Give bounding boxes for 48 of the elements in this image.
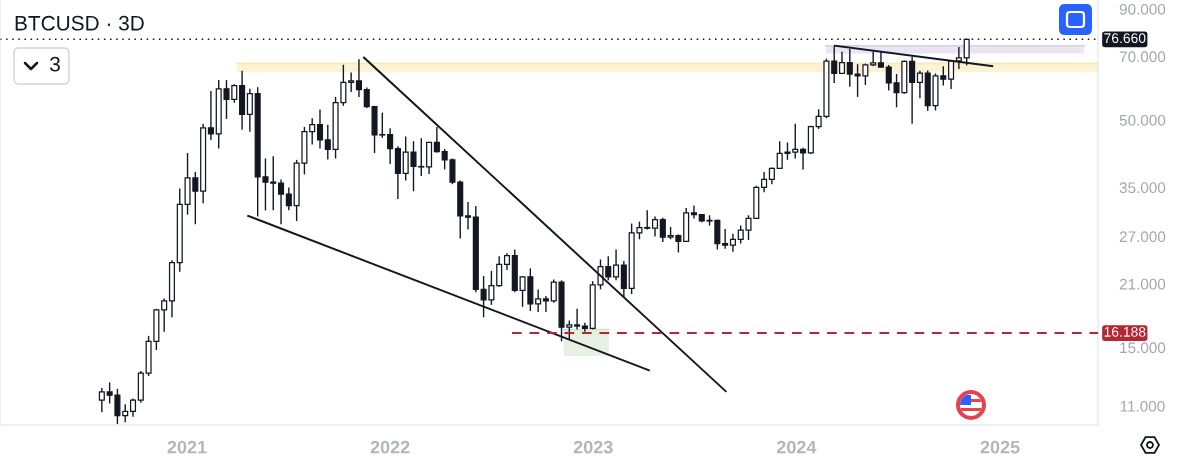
candlestick [644,209,651,231]
candlestick [651,215,659,238]
candlestick [464,201,472,231]
x-tick-label: 2025 [980,440,1020,454]
candlestick [838,50,846,75]
candlestick [246,88,253,133]
candlestick [690,204,698,220]
candlestick [207,90,214,141]
candlestick [535,288,542,313]
x-tick-label: 2021 [167,440,207,454]
data-label: 16.188 [1104,326,1146,337]
candlestick [387,127,394,165]
candlestick [659,217,666,243]
candlestick [620,260,627,298]
candlestick [722,228,729,250]
candlestick [277,178,285,225]
candlestick [916,70,923,99]
ref-line-label: 76.660 [1104,33,1146,44]
candlestick [800,146,807,171]
y-tick-label: 27.000 [1119,231,1166,243]
y-tick-label: 35.000 [1119,182,1166,194]
y-tick-label: 21.000 [1119,278,1166,290]
candlestick [761,171,768,194]
candlestick [542,295,549,313]
candlestick [285,186,292,212]
candlestick [309,117,316,146]
candlestick [98,387,105,413]
y-tick-label: 70.000 [1119,51,1166,63]
candlestick [348,71,355,93]
y-tick-label: 50.000 [1119,114,1166,126]
y-tick-label: 90.000 [1119,3,1166,15]
x-tick-label: 2024 [776,440,817,454]
candlestick [729,232,736,253]
candlestick [496,255,503,288]
candlestick [433,126,440,154]
y-tick-label: 11.000 [1120,400,1165,412]
candlestick [129,397,137,418]
candlestick [574,308,581,331]
annotation: 3 [50,56,60,72]
text: BTCUSD · 3D [15,15,144,31]
y-tick-label: 15.000 [1120,342,1166,354]
candlestick [316,108,324,150]
x-tick-label: 2022 [370,440,410,454]
candlestick [355,58,362,98]
candlestick [324,123,331,161]
candlestick [161,297,168,333]
x-tick-label: 2023 [573,440,613,454]
candlestick [613,248,620,282]
